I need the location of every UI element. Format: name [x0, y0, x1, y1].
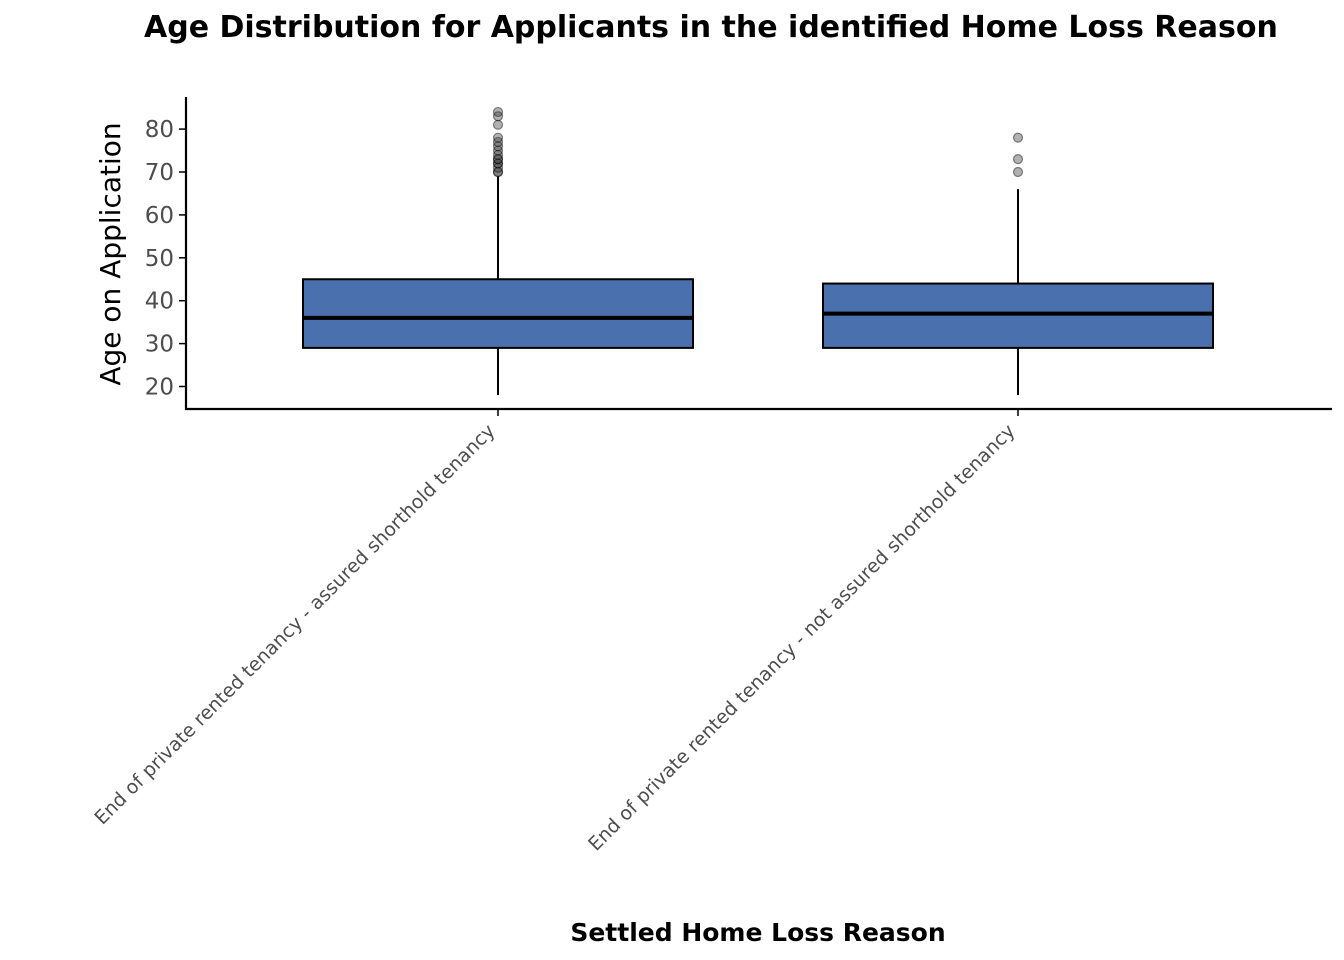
- outlier-point: [492, 111, 504, 122]
- chart-title: Age Distribution for Applicants in the i…: [144, 10, 1278, 45]
- outlier-point: [492, 136, 504, 148]
- x-axis-ticks: End of private rented tenancy - assured …: [90, 409, 1020, 855]
- outlier-point: [492, 132, 504, 143]
- iqr-box: [822, 282, 1214, 349]
- iqr-box: [302, 278, 694, 349]
- y-axis-ticks: 20 30 40 50 60 70 80: [145, 117, 186, 401]
- y-tick-label: 60: [145, 203, 174, 229]
- outlier-point: [492, 106, 504, 118]
- y-tick-label: 20: [145, 375, 174, 401]
- outlier-point: [492, 154, 504, 165]
- outlier-point: [492, 166, 504, 178]
- outlier-point: [1012, 132, 1024, 143]
- y-tick-label: 70: [145, 160, 174, 186]
- boxes: [302, 106, 1214, 396]
- outlier-point: [492, 149, 504, 160]
- outlier-point: [492, 154, 504, 165]
- outlier-point: [1012, 166, 1024, 178]
- outlier-point: [1012, 154, 1024, 165]
- box-2: [822, 132, 1214, 396]
- y-tick-label: 80: [145, 117, 174, 143]
- outlier-point: [492, 162, 504, 173]
- y-tick-label: 30: [145, 332, 174, 358]
- outlier-point: [492, 158, 504, 169]
- outlier-point: [492, 141, 504, 152]
- outlier-point: [492, 145, 504, 156]
- x-axis-title: Settled Home Loss Reason: [570, 918, 945, 947]
- x-tick-label: End of private rented tenancy - not assu…: [584, 420, 1019, 855]
- box-1: [302, 106, 694, 396]
- y-tick-label: 50: [145, 246, 174, 272]
- outlier-point: [492, 166, 504, 178]
- outlier-point: [492, 158, 504, 169]
- x-tick-label: End of private rented tenancy - assured …: [90, 420, 499, 829]
- y-axis-title: Age on Application: [94, 122, 127, 385]
- outlier-point: [492, 119, 504, 130]
- y-tick-label: 40: [145, 289, 174, 315]
